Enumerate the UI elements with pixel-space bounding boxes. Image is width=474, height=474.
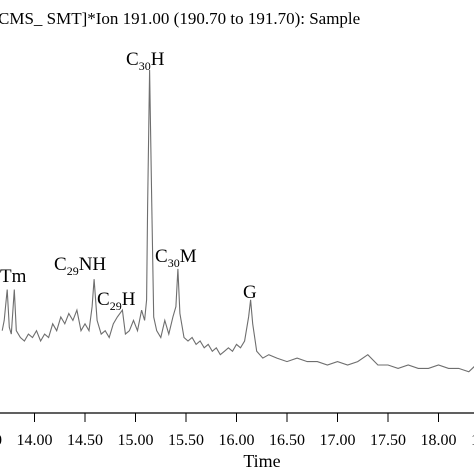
x-tick-label: 16.50 bbox=[269, 432, 305, 449]
peak-label-suffix: M bbox=[180, 246, 197, 267]
peak-label-sub: 30 bbox=[168, 256, 180, 270]
x-tick-label: 18.50 bbox=[471, 432, 474, 449]
peak-label: C30M bbox=[155, 246, 197, 270]
x-tick-label: 18.00 bbox=[421, 432, 457, 449]
peak-label-suffix: H bbox=[122, 289, 136, 310]
peak-label-base: C bbox=[126, 49, 139, 70]
peak-label-sub: 30 bbox=[139, 59, 151, 73]
x-tick-label: 16.00 bbox=[219, 432, 255, 449]
peak-label-base: C bbox=[97, 289, 110, 310]
peak-label-sub: 29 bbox=[110, 299, 122, 313]
x-tick-label: 13.50 bbox=[0, 432, 2, 449]
peak-label-suffix: H bbox=[151, 49, 165, 70]
x-tick-label: 17.50 bbox=[370, 432, 406, 449]
peak-label: G bbox=[243, 282, 257, 303]
peak-label-base: Tm bbox=[0, 266, 27, 287]
line-series bbox=[1, 69, 474, 373]
peak-label: Tm bbox=[0, 266, 27, 287]
x-tick-label: 17.00 bbox=[320, 432, 356, 449]
peak-label-sub: 29 bbox=[67, 264, 79, 278]
chart-title: CMS_ SMT]*Ion 191.00 (190.70 to 191.70):… bbox=[0, 9, 360, 28]
peak-label-base: G bbox=[243, 282, 257, 303]
peak-label: C29H bbox=[97, 289, 136, 313]
peak-label-base: C bbox=[155, 246, 168, 267]
x-tick-label: 15.00 bbox=[118, 432, 154, 449]
peak-label: C29NH bbox=[54, 254, 106, 278]
x-tick-label: 15.50 bbox=[168, 432, 204, 449]
x-axis-label: Time bbox=[243, 451, 280, 471]
peak-label: C30H bbox=[126, 49, 165, 73]
peak-label-base: C bbox=[54, 254, 67, 275]
x-tick-label: 14.00 bbox=[17, 432, 53, 449]
x-tick-label: 14.50 bbox=[67, 432, 103, 449]
peak-label-suffix: NH bbox=[79, 254, 107, 275]
